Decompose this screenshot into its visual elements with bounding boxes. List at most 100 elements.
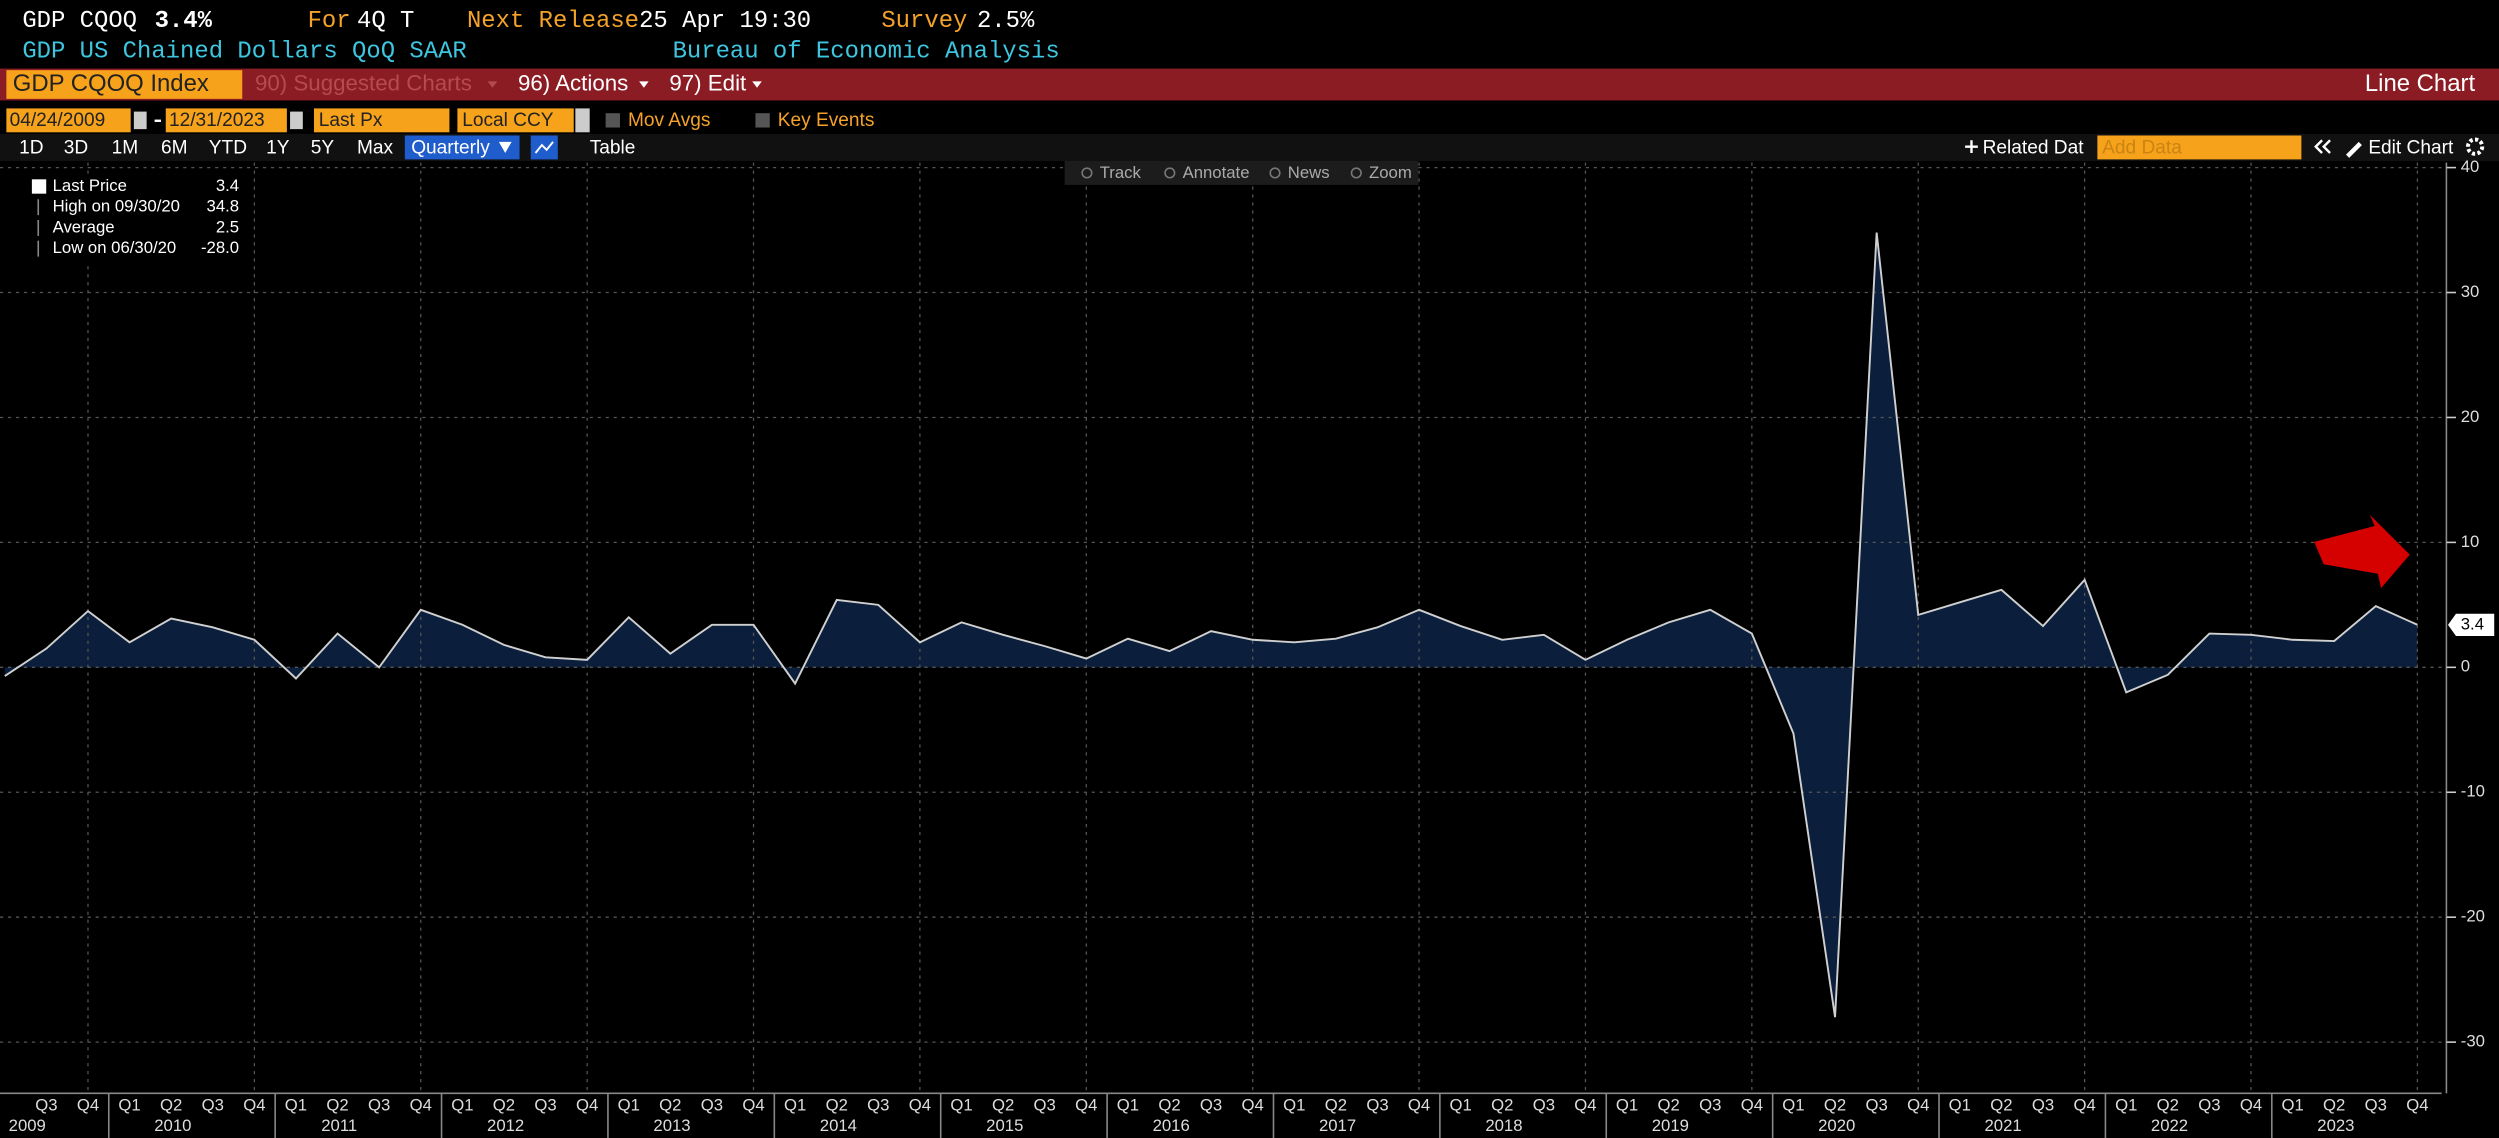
currency-dropdown[interactable] [575,108,590,133]
edit-chart[interactable]: Edit Chart [2368,137,2454,158]
x-tick-label: Q4 [77,1096,99,1115]
period-button[interactable]: 3D [64,137,88,158]
area [4,232,2418,1018]
x-tick-label: Q1 [2281,1096,2303,1115]
start-date-box[interactable] [6,108,131,133]
frequency-box[interactable] [404,135,520,160]
x-tick-label: Q3 [1200,1096,1222,1115]
date-separator [154,119,161,122]
x-tick-label: Q3 [534,1096,556,1115]
field[interactable]: Last Px [319,110,383,131]
add-data-box[interactable] [2097,135,2302,160]
menu-bar [0,68,2499,101]
start-date[interactable]: 04/24/2009 [10,110,106,131]
currency-box[interactable] [457,108,574,133]
period-button[interactable]: Max [357,137,394,158]
x-tick-label: Q3 [1699,1096,1721,1115]
legend-label: Low on 06/30/20 [53,238,177,257]
key-events[interactable]: Key Events [778,110,875,131]
add-data[interactable]: Add Data [2102,137,2182,158]
x-tick-label: Q1 [1117,1096,1139,1115]
next-label: Next Release [467,8,639,35]
suggested-charts[interactable]: 90) Suggested Charts [255,70,472,95]
x-tick-label: Q3 [1366,1096,1388,1115]
edit-menu[interactable]: 97) Edit [669,70,747,95]
survey-label: Survey [881,8,967,35]
calendar-icon[interactable] [290,111,303,130]
mov-avgs[interactable]: Mov Avgs [628,110,711,131]
year-label: 2023 [2317,1116,2354,1135]
tool-icon [1164,167,1176,179]
x-tick-label: Q2 [160,1096,182,1115]
x-tick-label: Q3 [1865,1096,1887,1115]
plus-icon [1965,140,1978,154]
x-tick-label: Q2 [493,1096,515,1115]
legend-value: 34.8 [207,197,240,216]
chart-tools [1064,161,1419,185]
period-button[interactable]: 1Y [266,137,290,158]
line [4,232,2418,1018]
security[interactable]: GDP CQOQ Index [13,70,209,97]
year-label: 2012 [487,1116,524,1135]
tool-button[interactable]: Annotate [1183,163,1250,182]
description: GDP US Chained Dollars QoQ SAAR [22,38,466,65]
x-tick-label: Q3 [35,1096,57,1115]
x-tick-label: Q2 [1990,1096,2012,1115]
x-tick-label: Q4 [1741,1096,1763,1115]
year-label: 2022 [2151,1116,2188,1135]
period-button[interactable]: 5Y [311,137,335,158]
legend-value: 2.5 [216,217,239,236]
period-button[interactable]: YTD [209,137,247,158]
chart-type: Line Chart [2365,70,2476,97]
year-label: 2014 [820,1116,857,1135]
checkbox[interactable] [755,113,770,128]
x-tick-label: Q1 [1450,1096,1472,1115]
end-date[interactable]: 12/31/2023 [169,110,265,131]
calendar-icon[interactable] [133,111,147,130]
tool-button[interactable]: Track [1100,163,1142,182]
period-button[interactable]: 1D [19,137,43,158]
x-tick-label: Q1 [618,1096,640,1115]
y-tick-label: 30 [2461,282,2480,301]
period-button[interactable]: 1M [112,137,139,158]
year-label: 2009 [9,1116,46,1135]
currency[interactable]: Local CCY [462,110,554,131]
tool-button[interactable]: News [1288,163,1330,182]
security-box[interactable] [6,70,243,99]
year-label: 2011 [321,1116,357,1135]
frequency[interactable]: Quarterly [411,137,490,158]
dropdown-arrow [487,81,498,88]
x-tick-label: Q4 [410,1096,432,1115]
x-tick-label: Q2 [826,1096,848,1115]
year-label: 2015 [986,1116,1023,1135]
settings-icon[interactable] [2465,137,2485,156]
x-tick-label: Q4 [1408,1096,1430,1115]
dropdown-arrow [752,81,762,88]
collapse-icon[interactable] [2314,139,2331,154]
x-tick-label: Q3 [1034,1096,1056,1115]
y-tick-label: 20 [2461,407,2480,426]
actions-menu[interactable]: 96) Actions [518,70,628,95]
checkbox[interactable] [605,113,620,128]
end-date-box[interactable] [165,108,287,133]
related-data[interactable]: Related Dat [1983,137,2085,158]
x-tick-label: Q2 [992,1096,1014,1115]
period-button[interactable]: 6M [161,137,188,158]
x-tick-label: Q4 [1574,1096,1596,1115]
table-button[interactable]: Table [590,137,636,158]
field-box[interactable] [313,108,450,133]
dropdown-arrow [498,141,512,154]
year-label: 2016 [1153,1116,1190,1135]
y-tick-label: 0 [2461,657,2470,676]
x-tick-label: Q3 [2198,1096,2220,1115]
x-tick-label: Q1 [950,1096,972,1115]
source: Bureau of Economic Analysis [673,38,1060,65]
pencil-icon [2346,141,2362,158]
x-tick-label: Q3 [2032,1096,2054,1115]
dropdown-arrow [639,81,649,88]
x-tick-label: Q3 [701,1096,723,1115]
x-tick-label: Q3 [1533,1096,1555,1115]
x-tick-label: Q1 [784,1096,806,1115]
tool-button[interactable]: Zoom [1369,163,1412,182]
